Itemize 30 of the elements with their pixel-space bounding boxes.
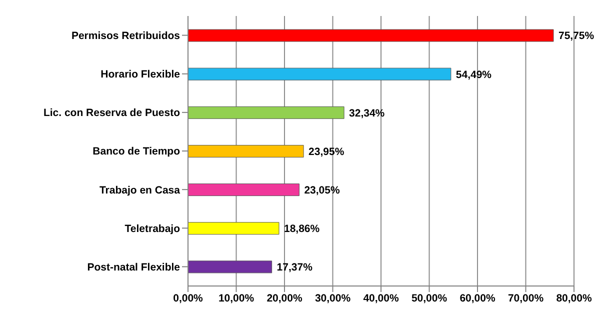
data-label: 18,86%	[284, 223, 320, 236]
x-tick-label: 0,00%	[173, 292, 204, 304]
x-tick-label: 60,00%	[460, 292, 496, 304]
y-tick-label: Lic. con Reserva de Puesto	[43, 107, 180, 120]
bar	[188, 260, 272, 274]
x-tick-label: 80,00%	[556, 292, 592, 304]
bar	[188, 29, 554, 42]
y-tick-label: Banco de Tiempo	[92, 146, 180, 158]
x-tick-label: 70,00%	[508, 292, 544, 304]
data-label: 17,37%	[276, 262, 314, 274]
bar	[188, 106, 344, 119]
x-tick-label: 30,00%	[314, 292, 352, 304]
x-tick-label: 20,00%	[266, 292, 303, 304]
data-label: 54,49%	[456, 68, 492, 81]
bar	[188, 68, 452, 80]
bar	[188, 144, 304, 158]
data-label: 23,05%	[304, 184, 340, 197]
bar	[188, 222, 280, 235]
y-tick-label: Permisos Retribuidos	[71, 30, 180, 42]
x-tick-label: 40,00%	[363, 292, 400, 304]
x-tick-label: 50,00%	[411, 292, 448, 304]
x-tick-label: 10,00%	[218, 292, 255, 304]
data-label: 23,95%	[308, 146, 345, 158]
bar	[188, 184, 300, 196]
data-label: 32,34%	[349, 107, 386, 120]
y-tick-label: Trabajo en Casa	[99, 184, 180, 196]
y-tick-label: Post-natal Flexible	[87, 261, 180, 274]
data-label: 75,75%	[558, 30, 595, 42]
y-tick-label: Teletrabajo	[124, 222, 180, 235]
y-tick-label: Horario Flexible	[100, 68, 180, 81]
